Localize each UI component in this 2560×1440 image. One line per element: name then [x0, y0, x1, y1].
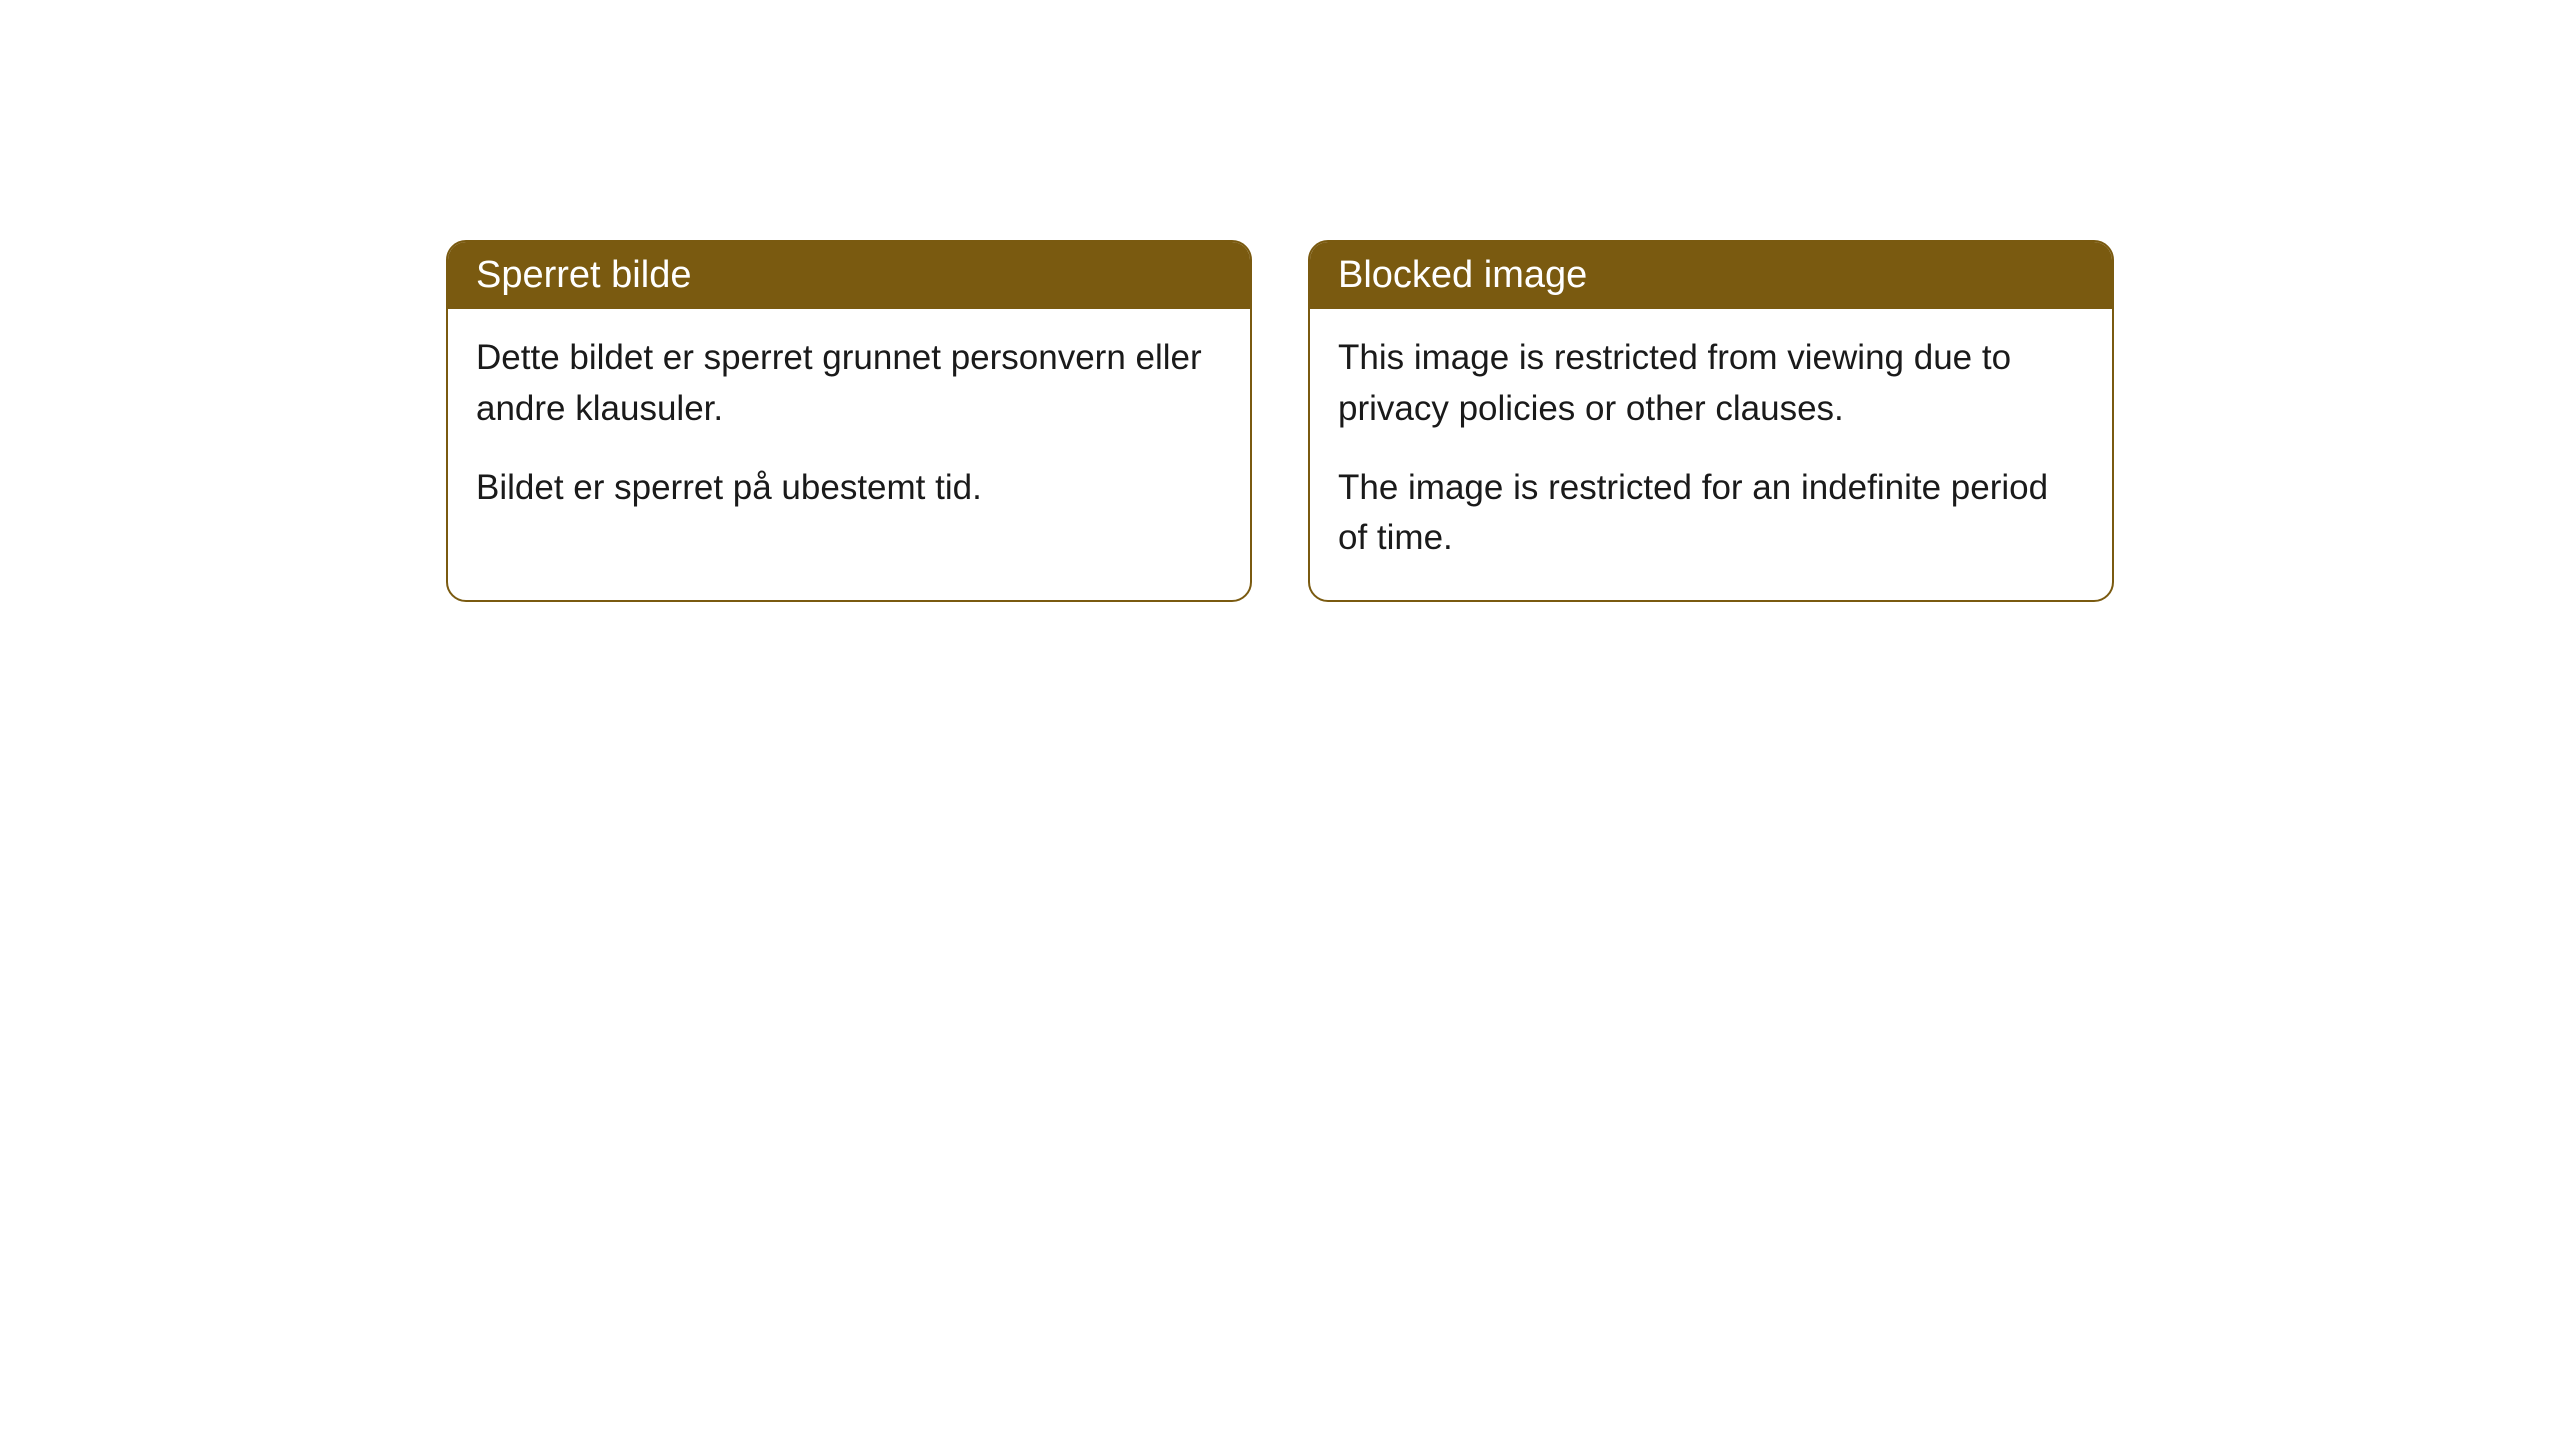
- card-title: Blocked image: [1338, 254, 1587, 296]
- card-body: This image is restricted from viewing du…: [1310, 309, 2112, 600]
- card-paragraph: The image is restricted for an indefinit…: [1338, 463, 2084, 565]
- card-title: Sperret bilde: [476, 254, 691, 296]
- card-body: Dette bildet er sperret grunnet personve…: [448, 309, 1250, 549]
- card-header: Blocked image: [1310, 242, 2112, 309]
- card-paragraph: Dette bildet er sperret grunnet personve…: [476, 333, 1222, 435]
- card-header: Sperret bilde: [448, 242, 1250, 309]
- card-paragraph: Bildet er sperret på ubestemt tid.: [476, 463, 1222, 514]
- notice-card-norwegian: Sperret bilde Dette bildet er sperret gr…: [446, 240, 1252, 602]
- card-paragraph: This image is restricted from viewing du…: [1338, 333, 2084, 435]
- notice-container: Sperret bilde Dette bildet er sperret gr…: [0, 240, 2560, 602]
- notice-card-english: Blocked image This image is restricted f…: [1308, 240, 2114, 602]
